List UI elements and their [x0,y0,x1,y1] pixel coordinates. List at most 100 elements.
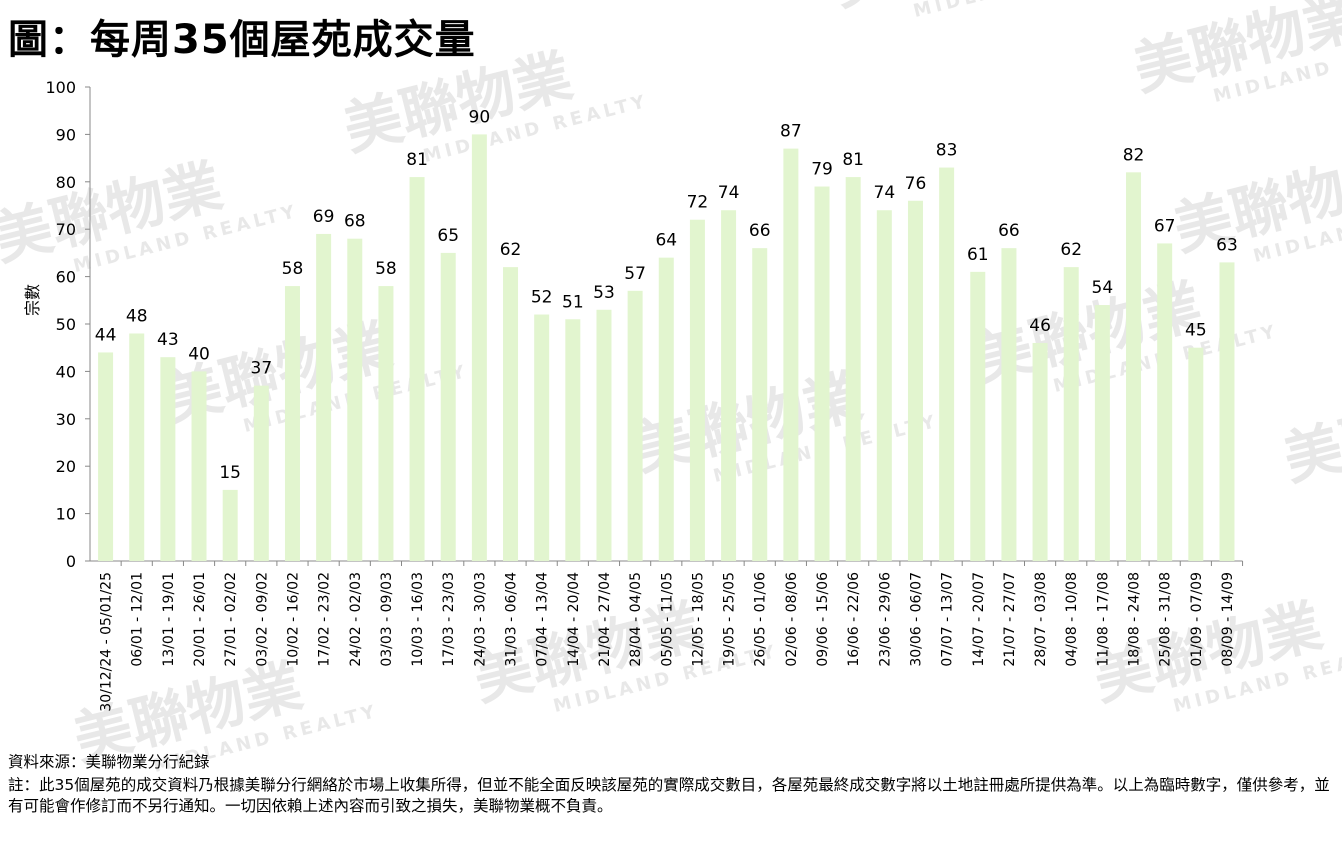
x-tick-label: 06/01 - 12/01 [130,572,146,667]
bar [347,238,363,561]
y-axis-label: 宗數 [23,284,42,316]
y-tick-label: 100 [45,78,76,97]
bar [160,357,176,561]
x-tick-label: 03/03 - 09/03 [379,572,395,667]
data-label: 61 [967,245,989,265]
x-tick-label: 31/03 - 06/04 [504,572,520,667]
source-note: 資料來源：美聯物業分行紀錄 [8,753,210,771]
bar [907,200,923,561]
data-label: 62 [1060,240,1082,260]
y-tick-label: 90 [56,125,76,144]
x-tick-label: 18/08 - 24/08 [1127,572,1143,667]
bar [939,167,955,561]
x-tick-label: 10/03 - 16/03 [410,572,426,667]
data-label: 90 [469,107,491,127]
data-label: 74 [874,183,896,203]
y-tick-label: 40 [56,362,76,381]
data-label: 40 [188,344,210,364]
x-tick-label: 26/05 - 01/06 [753,572,769,667]
bar [409,177,425,561]
x-tick-label: 19/05 - 25/05 [722,572,738,667]
x-tick-label: 13/01 - 19/01 [161,572,177,667]
x-tick-label: 17/02 - 23/02 [317,572,333,667]
x-tick-label: 17/03 - 23/03 [441,572,457,667]
data-label: 79 [811,160,833,180]
data-label: 51 [562,292,584,312]
bar [752,248,768,561]
data-label: 66 [998,221,1020,241]
bar [1157,243,1173,562]
x-tick-label: 14/07 - 20/07 [971,572,987,667]
x-tick-label: 07/04 - 13/04 [535,572,551,667]
x-tick-label: 30/06 - 06/07 [908,572,924,667]
bar [845,177,861,561]
x-tick-label: 23/06 - 29/06 [877,572,893,667]
bar [284,286,300,561]
bar [627,290,643,561]
y-tick-label: 30 [56,410,76,429]
disclaimer-note: 註：此35個屋苑的成交資料乃根據美聯分行網絡於市場上收集所得，但並不能全面反映該… [8,776,1330,815]
data-label: 83 [936,141,958,161]
bar [471,134,487,561]
data-label: 45 [1185,321,1207,341]
bar [1063,267,1079,561]
x-tick-label: 24/02 - 02/03 [348,572,364,667]
chart-bars [98,134,1235,562]
footer: 資料來源：美聯物業分行紀錄 註：此35個屋苑的成交資料乃根據美聯分行網絡於市場上… [8,752,1334,817]
bar [191,371,207,561]
bar [596,309,612,561]
bar [814,186,830,562]
data-label: 44 [95,325,117,345]
data-label: 46 [1029,316,1051,336]
x-tick-label: 07/07 - 13/07 [940,572,956,667]
x-tick-label: 04/08 - 10/08 [1064,572,1080,667]
bar [658,257,674,561]
x-tick-label: 12/05 - 18/05 [690,572,706,667]
bar [970,271,986,561]
bar [440,252,456,561]
data-label: 65 [437,226,459,246]
data-label: 81 [842,150,864,170]
data-label: 58 [375,259,397,279]
data-label: 54 [1092,278,1114,298]
x-tick-label: 28/04 - 04/05 [628,572,644,667]
data-label: 82 [1123,145,1145,165]
data-label: 72 [687,193,709,213]
watermark-brand-en: MIDLAND REALTY [911,0,1140,22]
data-label: 64 [655,231,677,251]
bar [503,267,519,561]
y-tick-label: 10 [56,505,76,524]
bar [129,333,145,561]
x-tick-label: 21/04 - 27/04 [597,572,613,667]
bar [721,210,737,562]
bar [565,319,581,561]
data-label: 43 [157,330,179,350]
y-tick-label: 50 [56,315,76,334]
x-tick-label: 08/09 - 14/09 [1220,572,1236,667]
data-label: 67 [1154,216,1176,236]
x-tick-label: 11/08 - 17/08 [1095,572,1111,667]
x-tick-label: 28/07 - 03/08 [1033,572,1049,667]
x-tick-label: 25/08 - 31/08 [1158,572,1174,667]
y-tick-label: 20 [56,457,76,476]
bar [783,148,799,561]
bar [98,352,114,561]
bar [1219,262,1235,561]
x-tick-label: 02/06 - 08/06 [784,572,800,667]
data-label: 63 [1216,235,1238,255]
x-tick-label: 20/01 - 26/01 [192,572,208,667]
bar [1032,342,1048,561]
x-tick-label: 16/06 - 22/06 [846,572,862,667]
y-tick-label: 60 [56,268,76,287]
y-tick-label: 0 [66,552,76,571]
x-tick-label: 09/06 - 15/06 [815,572,831,667]
page-title: 圖：每周35個屋苑成交量 [8,17,476,63]
bar [222,489,238,561]
data-label: 76 [905,174,927,194]
data-label: 53 [593,283,615,303]
